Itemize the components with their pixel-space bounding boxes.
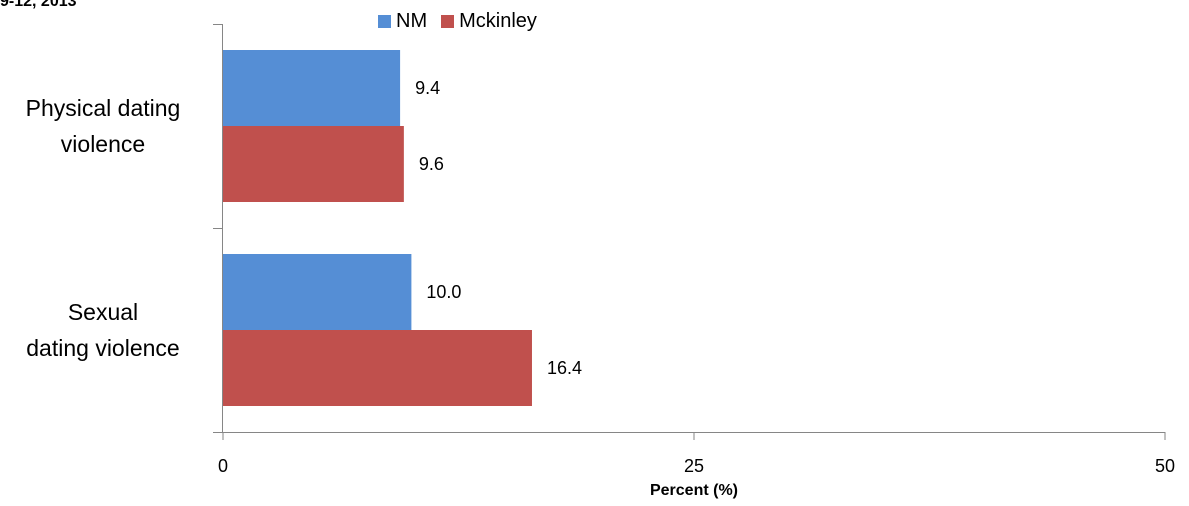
data-label: 9.6 bbox=[419, 154, 444, 174]
bar-nm bbox=[223, 254, 412, 330]
x-tick-label: 0 bbox=[218, 456, 228, 476]
data-label: 9.4 bbox=[415, 78, 440, 98]
chart-title: 9-12, 2013 bbox=[0, 0, 77, 10]
category-label: dating violence bbox=[26, 335, 179, 361]
legend-label-nm: NM bbox=[396, 10, 428, 32]
category-label: Sexual bbox=[68, 299, 138, 325]
bar-nm bbox=[223, 50, 401, 126]
x-tick-label: 25 bbox=[684, 456, 704, 476]
category-label: violence bbox=[61, 131, 145, 157]
x-tick-label: 50 bbox=[1155, 456, 1175, 476]
legend-swatch-mckinley bbox=[441, 15, 455, 28]
legend-item-nm: NM bbox=[378, 10, 427, 33]
data-label: 16.4 bbox=[547, 358, 582, 378]
bar-mckinley bbox=[223, 126, 404, 202]
x-axis-title: Percent (%) bbox=[650, 482, 738, 499]
legend: NM Mckinley bbox=[378, 10, 551, 33]
category-label: Physical dating bbox=[26, 95, 181, 121]
legend-label-mckinley: Mckinley bbox=[459, 10, 537, 32]
legend-item-mckinley: Mckinley bbox=[441, 10, 537, 33]
data-label: 10.0 bbox=[426, 282, 461, 302]
legend-swatch-nm bbox=[378, 15, 391, 28]
bar-mckinley bbox=[223, 330, 532, 406]
